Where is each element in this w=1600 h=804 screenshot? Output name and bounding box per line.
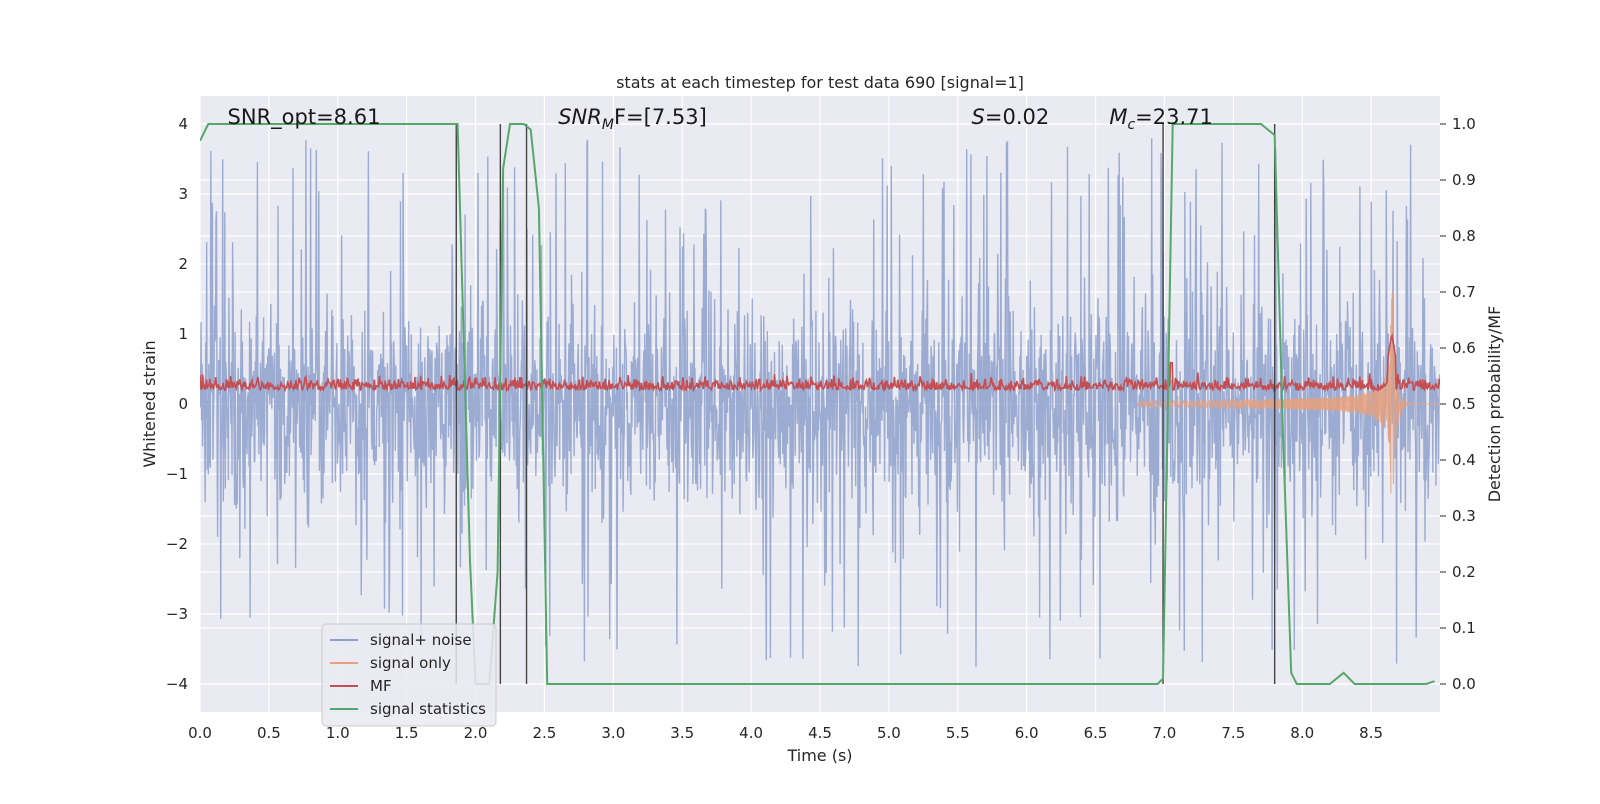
x-tick-label: 6.5 <box>1084 724 1108 742</box>
x-tick-label: 3.0 <box>601 724 625 742</box>
x-tick-label: 1.0 <box>326 724 350 742</box>
y-tick-label: 0 <box>178 395 188 413</box>
legend-label-signal-only: signal only <box>370 654 451 672</box>
y-tick-label: 3 <box>178 185 188 203</box>
x-tick-label: 7.5 <box>1221 724 1245 742</box>
snr-mf-main: SNR <box>558 105 602 129</box>
axis-ticks: 0.0 0.5 1.0 1.5 2.0 2.5 3.0 3.5 4.0 4.5 5.0 5.5 6.0 6… <box>166 115 1476 742</box>
y-right-tick-label: 0.5 <box>1452 395 1476 413</box>
y-tick-label: 1 <box>178 325 188 343</box>
y-right-tick-label: 0.8 <box>1452 227 1476 245</box>
y-right-tick-label: 0.2 <box>1452 563 1476 581</box>
x-tick-label: 0.0 <box>188 724 212 742</box>
x-tick-label: 7.0 <box>1153 724 1177 742</box>
mf-line <box>200 333 1440 394</box>
snr-opt-annotation: SNR_opt=8.61 <box>228 105 381 130</box>
y-right-tick-label: 0.1 <box>1452 619 1476 637</box>
annotations: SNR_opt=8.61 SNRMF=[7.53] S=0.02 Mc=23.7… <box>228 105 1213 133</box>
x-tick-label: 1.5 <box>395 724 419 742</box>
y-tick-label: −4 <box>166 675 188 693</box>
y-axis-label: Whitened strain <box>140 340 159 467</box>
mc-tail: =23.71 <box>1135 105 1213 129</box>
s-tail: =0.02 <box>985 105 1049 129</box>
x-tick-label: 2.0 <box>464 724 488 742</box>
x-tick-label: 5.5 <box>946 724 970 742</box>
s-main: S <box>972 105 985 129</box>
y-right-axis-label: Detection probability/MF <box>1485 306 1504 503</box>
y-right-tick-label: 0.3 <box>1452 507 1476 525</box>
legend-label-signal-noise: signal+ noise <box>370 631 472 649</box>
y-tick-label: 4 <box>178 115 188 133</box>
legend: signal+ noise signal only MF signal stat… <box>321 623 497 727</box>
signal-only-series <box>1136 291 1440 494</box>
mf-series <box>200 333 1440 394</box>
mc-main: M <box>1109 105 1127 129</box>
legend-label-mf: MF <box>370 677 392 695</box>
y-tick-label: −1 <box>166 465 188 483</box>
y-right-tick-label: 0.0 <box>1452 675 1476 693</box>
chart-title: stats at each timestep for test data 690… <box>616 73 1024 92</box>
x-tick-label: 2.5 <box>533 724 557 742</box>
x-tick-label: 0.5 <box>257 724 281 742</box>
y-right-tick-label: 0.6 <box>1452 339 1476 357</box>
y-right-tick-label: 1.0 <box>1452 115 1476 133</box>
signal-noise-series <box>200 138 1440 668</box>
x-tick-label: 8.5 <box>1359 724 1383 742</box>
x-tick-label: 5.0 <box>877 724 901 742</box>
y-right-tick-label: 0.9 <box>1452 171 1476 189</box>
x-tick-label: 4.5 <box>808 724 832 742</box>
x-tick-label: 8.0 <box>1290 724 1314 742</box>
s-annotation: S=0.02 <box>972 105 1050 129</box>
y-tick-label: 2 <box>178 255 188 273</box>
snr-mf-annotation: SNRMF=[7.53] <box>558 105 707 133</box>
legend-label-signal-statistics: signal statistics <box>370 700 486 718</box>
detection-markers <box>455 124 1276 684</box>
legend-frame <box>321 623 497 727</box>
x-tick-label: 6.0 <box>1015 724 1039 742</box>
snr-mf-subscript: M <box>602 117 614 133</box>
x-axis-label: Time (s) <box>786 746 852 765</box>
y-right-tick-label: 0.7 <box>1452 283 1476 301</box>
signal-noise-line <box>200 138 1440 668</box>
y-tick-label: −3 <box>166 605 188 623</box>
mc-annotation: Mc=23.71 <box>1109 105 1213 133</box>
y-right-tick-label: 0.4 <box>1452 451 1476 469</box>
snr-mf-tail: F=[7.53] <box>614 105 707 129</box>
x-tick-label: 3.5 <box>670 724 694 742</box>
signal-only-line <box>1136 291 1440 494</box>
y-tick-label: −2 <box>166 535 188 553</box>
x-tick-label: 4.0 <box>739 724 763 742</box>
mc-subscript: c <box>1127 117 1135 133</box>
